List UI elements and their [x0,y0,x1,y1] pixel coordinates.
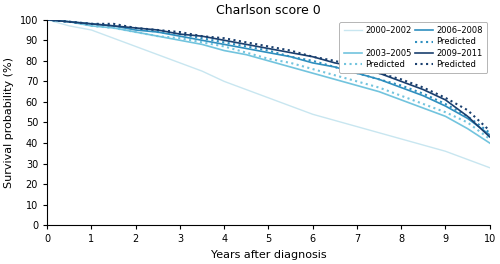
Title: Charlson score 0: Charlson score 0 [216,4,321,17]
Legend: 2000–2002,  , 2003–2005, Predicted, 2006–2008, Predicted, 2009–2011, Predicted: 2000–2002, , 2003–2005, Predicted, 2006–… [340,22,487,73]
X-axis label: Years after diagnosis: Years after diagnosis [210,250,326,260]
Y-axis label: Survival probability (%): Survival probability (%) [4,57,14,188]
